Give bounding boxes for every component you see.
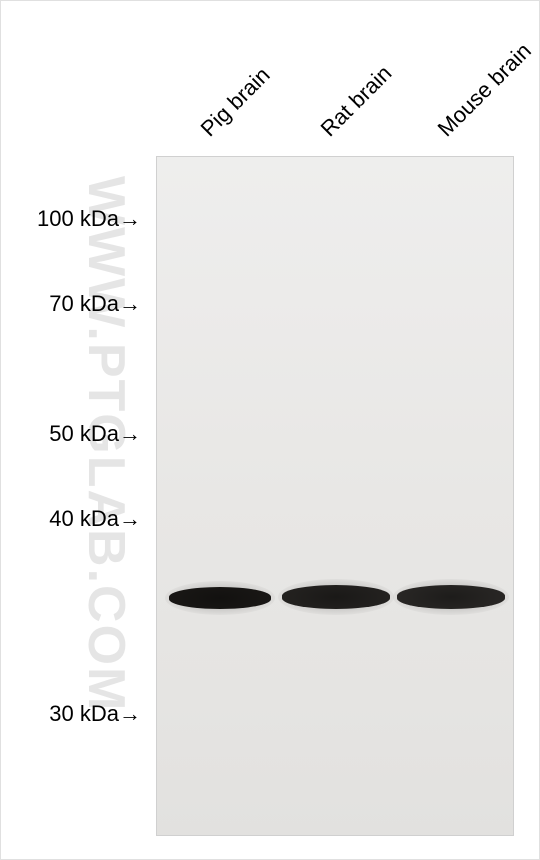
marker-label-text-4: 40 kDa	[49, 506, 119, 531]
lane-labels-group: Pig brain Rat brain Mouse brain	[156, 1, 506, 151]
marker-label-text-2: 70 kDa	[49, 291, 119, 316]
arrow-icon: →	[119, 421, 141, 447]
band-shadow-1	[165, 581, 275, 615]
arrow-icon: →	[119, 291, 141, 317]
arrow-icon: →	[119, 506, 141, 532]
marker-100kda: 100 kDa→	[1, 206, 141, 232]
lane-label-1: Pig brain	[196, 62, 276, 142]
band-shadow-2	[278, 579, 394, 615]
band-shadow-3	[393, 579, 509, 615]
western-blot-container: WWW.PTGLAB.COM Pig brain Rat brain Mouse…	[1, 1, 539, 859]
blot-membrane	[156, 156, 514, 836]
marker-label-text-5: 30 kDa	[49, 701, 119, 726]
marker-label-text-3: 50 kDa	[49, 421, 119, 446]
arrow-icon: →	[119, 701, 141, 727]
arrow-icon: →	[119, 206, 141, 232]
marker-50kda: 50 kDa→	[1, 421, 141, 447]
lane-label-2: Rat brain	[316, 60, 398, 142]
lane-label-3: Mouse brain	[433, 38, 537, 142]
blot-background	[157, 157, 513, 835]
marker-label-text-1: 100 kDa	[37, 206, 119, 231]
marker-70kda: 70 kDa→	[1, 291, 141, 317]
marker-30kda: 30 kDa→	[1, 701, 141, 727]
marker-40kda: 40 kDa→	[1, 506, 141, 532]
